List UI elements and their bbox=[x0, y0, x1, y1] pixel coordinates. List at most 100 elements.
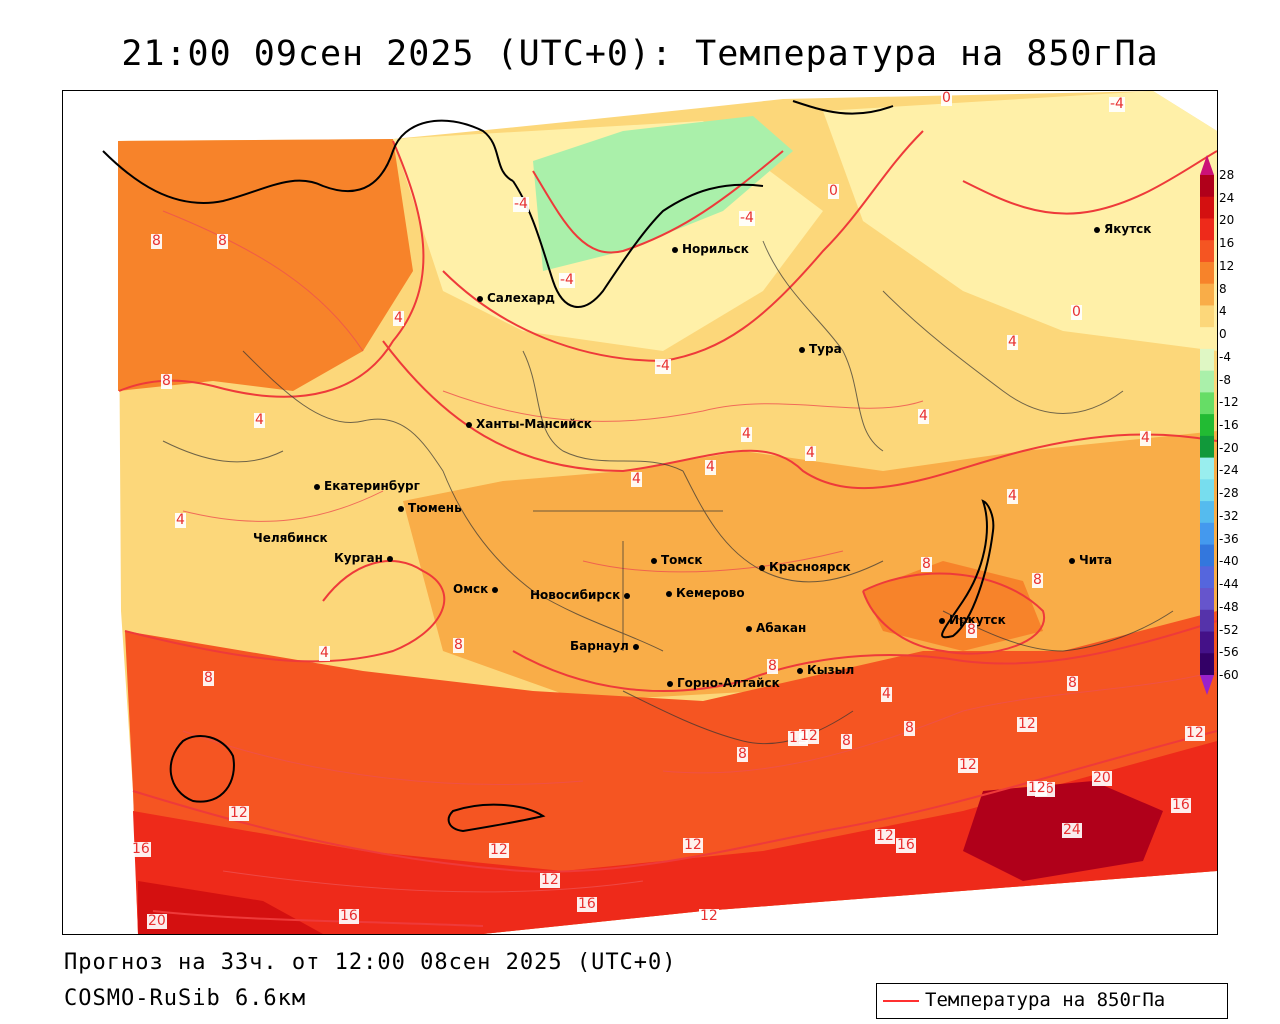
city-novosibirsk: Новосибирск bbox=[530, 588, 634, 602]
city-label: Барнаул bbox=[570, 639, 629, 653]
colorbar-tick-label: -56 bbox=[1219, 645, 1239, 660]
isotherm-label: -4 bbox=[655, 358, 671, 374]
isotherm-label: 8 bbox=[1032, 572, 1043, 588]
colorbar-segment bbox=[1200, 370, 1214, 393]
colorbar-segment bbox=[1200, 218, 1214, 241]
city-tyumen: Тюмень bbox=[398, 501, 462, 515]
isotherm-label: 4 bbox=[741, 426, 752, 442]
colorbar-tick-label: -52 bbox=[1219, 622, 1239, 637]
colorbar-segment bbox=[1200, 609, 1214, 633]
city-label: Кызыл bbox=[807, 663, 855, 677]
isotherm-label: 8 bbox=[161, 373, 172, 389]
isotherm-lines bbox=[118, 130, 1217, 927]
isotherm-label: 8 bbox=[203, 670, 214, 686]
city-label: Горно-Алтайск bbox=[677, 676, 780, 690]
colorbar-tick-label: 24 bbox=[1219, 190, 1235, 205]
isotherm-label: 4 bbox=[393, 310, 404, 326]
city-label: Якутск bbox=[1104, 222, 1152, 236]
colorbar-segment bbox=[1200, 261, 1214, 285]
colorbar-segment bbox=[1200, 175, 1214, 198]
colorbar-segment bbox=[1200, 196, 1214, 219]
city-label: Челябинск bbox=[253, 531, 328, 545]
colorbar-tick-label: 12 bbox=[1219, 258, 1235, 273]
city-label: Новосибирск bbox=[530, 588, 621, 602]
city-dot bbox=[799, 346, 805, 353]
isotherm-label: 16 bbox=[577, 896, 597, 912]
isotherm-label: 8 bbox=[1067, 675, 1078, 691]
city-chelyabinsk: Челябинск bbox=[253, 531, 328, 545]
city-dot bbox=[632, 643, 639, 650]
colorbar-segment bbox=[1200, 522, 1214, 546]
colorbar: 28 24 20 16 12 8 4 0 -4 -8 -12 -16 -20 -24 -28 -32 -36 -4… bbox=[1200, 155, 1270, 695]
isotherm-label: 4 bbox=[918, 408, 929, 424]
colorbar-tick-label: -12 bbox=[1219, 395, 1239, 410]
city-dot bbox=[314, 483, 320, 490]
legend-line-swatch bbox=[883, 1000, 919, 1002]
city-kurgan: Курган bbox=[334, 551, 397, 565]
legend: Температура на 850гПа bbox=[876, 983, 1228, 1019]
isotherm-label: 8 bbox=[767, 658, 778, 674]
isotherm-label: 4 bbox=[1007, 488, 1018, 504]
colorbar-tick-label: 16 bbox=[1219, 236, 1235, 251]
city-dot bbox=[492, 586, 499, 593]
colorbar-tick-label: 8 bbox=[1219, 281, 1227, 296]
city-khanty-mansiysk: Ханты-Мансийск bbox=[466, 417, 592, 431]
isotherm-label: 12 bbox=[229, 805, 249, 821]
city-abakan: Абакан bbox=[746, 621, 806, 635]
city-label: Салехард bbox=[487, 291, 555, 305]
city-omsk: Омск bbox=[453, 582, 502, 596]
model-name: COSMO-RuSib 6.6км bbox=[64, 986, 307, 1011]
isotherm-label: 16 bbox=[131, 841, 151, 857]
colorbar-segment bbox=[1200, 588, 1214, 611]
city-label: Ханты-Мансийск bbox=[476, 417, 592, 431]
colorbar-scale bbox=[1200, 155, 1214, 695]
isotherm-minor-lines bbox=[162, 210, 1217, 893]
isotherm-label: -4 bbox=[1109, 96, 1125, 112]
coastlines bbox=[102, 100, 995, 833]
colorbar-tick-label: -4 bbox=[1219, 349, 1231, 364]
city-norilsk: Норильск bbox=[672, 242, 749, 256]
city-barnaul: Барнаул bbox=[570, 639, 643, 653]
isotherm-label: 4 bbox=[175, 512, 186, 528]
colorbar-tick-label: 20 bbox=[1219, 213, 1235, 228]
colorbar-segment bbox=[1200, 392, 1214, 415]
isotherm-label: 12 bbox=[699, 908, 719, 924]
city-label: Абакан bbox=[756, 621, 807, 635]
isotherm-label: 8 bbox=[841, 733, 852, 749]
city-label: Тюмень bbox=[408, 501, 462, 515]
isotherm-label: 12 bbox=[1017, 716, 1037, 732]
city-tura: Тура bbox=[799, 342, 842, 356]
city-label: Иркутск bbox=[949, 613, 1006, 627]
colorbar-segment bbox=[1200, 435, 1214, 459]
city-dot bbox=[1069, 557, 1075, 564]
city-yakutsk: Якутск bbox=[1094, 222, 1151, 236]
isotherm-label: 12 bbox=[1027, 780, 1047, 796]
city-dot bbox=[759, 564, 765, 571]
city-label: Тура bbox=[809, 342, 842, 356]
colorbar-tick-label: 0 bbox=[1219, 327, 1227, 342]
city-yekaterinburg: Екатеринбург bbox=[314, 479, 420, 493]
isotherm-label: 12 bbox=[1185, 725, 1205, 741]
isotherm-label: 8 bbox=[904, 720, 915, 736]
colorbar-tick-label: -40 bbox=[1219, 554, 1239, 569]
isotherm-label: 20 bbox=[1092, 770, 1112, 786]
isotherm-label: 0 bbox=[941, 90, 952, 106]
colorbar-segment bbox=[1200, 566, 1214, 589]
colorbar-tick-label: -60 bbox=[1219, 668, 1239, 682]
isotherm-label: -4 bbox=[739, 210, 755, 226]
isotherm-label: 4 bbox=[1140, 430, 1151, 446]
city-salekhard: Салехард bbox=[477, 291, 555, 305]
colorbar-segment bbox=[1200, 414, 1214, 437]
city-tomsk: Томск bbox=[651, 553, 703, 567]
temp-zone-south-hot bbox=[133, 741, 1217, 934]
colorbar-segment bbox=[1200, 479, 1214, 502]
city-dot bbox=[624, 592, 631, 599]
isotherm-label: 0 bbox=[828, 183, 839, 199]
colorbar-segment bbox=[1200, 544, 1214, 567]
colorbar-segment bbox=[1200, 631, 1214, 654]
isotherm-label: 8 bbox=[966, 622, 977, 638]
colorbar-segment bbox=[1200, 283, 1214, 306]
city-krasnoyarsk: Красноярск bbox=[759, 560, 851, 574]
isotherm-label: -4 bbox=[559, 272, 575, 288]
city-dot bbox=[667, 680, 673, 687]
